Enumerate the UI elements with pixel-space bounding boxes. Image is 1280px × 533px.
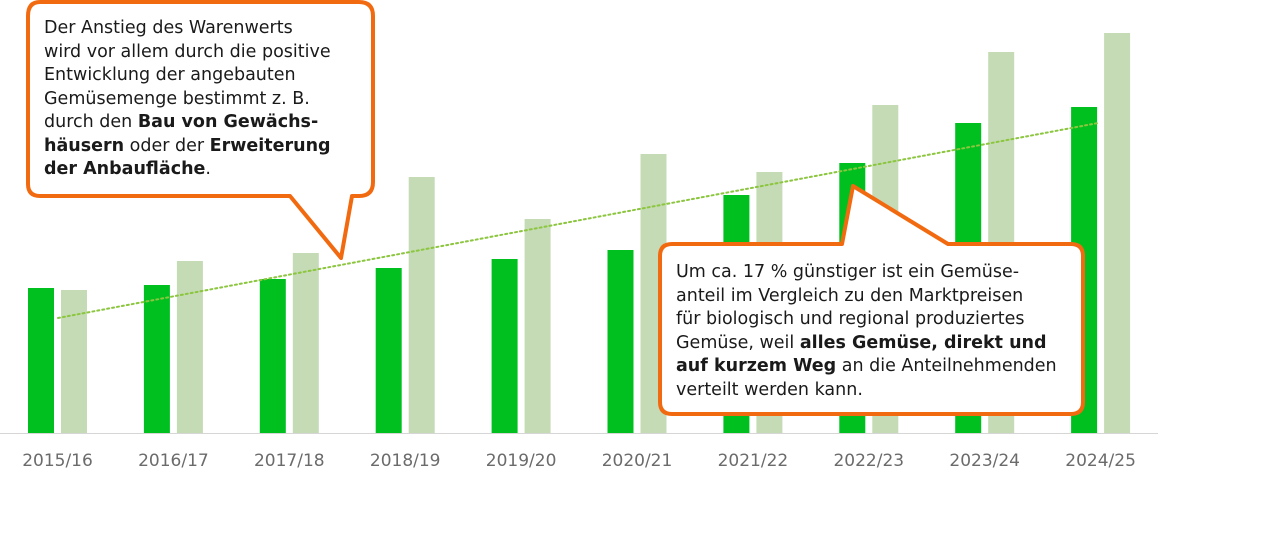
x-tick-label: 2024/25	[1065, 451, 1136, 471]
bar-series-1-2017-18	[259, 279, 286, 433]
x-tick-label: 2016/17	[138, 451, 209, 471]
trend-line	[57, 122, 1099, 319]
callout-text-2: Um ca. 17 % günstiger ist ein Gemüse- an…	[676, 261, 1076, 402]
note-1-line-3: Entwicklung der angebauten	[44, 65, 296, 85]
note-2-bold-1: alles Gemüse, direkt und	[799, 332, 1047, 353]
note-2-seg-7: an die Anteilnehmenden	[836, 356, 1057, 376]
note-1-bold-2: häusern	[44, 135, 125, 156]
x-tick-label: 2022/23	[833, 451, 904, 471]
x-tick-label: 2019/20	[486, 451, 557, 471]
x-tick-label: 2020/21	[602, 451, 673, 471]
bar-series-1-2016-17	[143, 285, 170, 433]
note-2-line-6: verteilt werden kann.	[676, 379, 863, 400]
x-tick-label: 2018/19	[370, 451, 441, 471]
note-1-bold-3: Erweiterung	[209, 135, 331, 156]
note-2-line-2: anteil im Vergleich zu den Marktpreisen	[676, 285, 1024, 306]
x-tick-label: 2015/16	[22, 451, 93, 471]
note-1-line-4: Gemüsemenge bestimmt z. B.	[44, 88, 310, 109]
bar-series-1-2018-19	[375, 268, 402, 433]
note-2-bold-2: auf kurzem Weg	[676, 356, 837, 376]
note-2-seg-4: Gemüse, weil	[676, 332, 800, 353]
note-1-bold-1: Bau von Gewächs-	[137, 112, 319, 132]
bar-series-2-2016-17	[176, 261, 203, 433]
bar-series-1-2019-20	[491, 259, 518, 433]
note-2-line-3: für biologisch und regional produziertes	[676, 309, 1025, 329]
note-1-line-1: Der Anstieg des Warenwerts	[44, 18, 293, 38]
bar-series-2-2015-16	[61, 290, 87, 433]
callout-box-2	[658, 184, 1085, 416]
note-1-seg-11: .	[205, 159, 211, 179]
note-1-seg-8: oder der	[124, 135, 210, 156]
bar-series-2-2019-20	[524, 219, 551, 433]
note-1-bold-4: der Anbaufläche	[44, 159, 206, 179]
note-2-line-1: Um ca. 17 % günstiger ist ein Gemüse-	[676, 262, 1020, 282]
bar-series-2-2024-25	[1104, 33, 1131, 433]
x-tick-label: 2023/24	[949, 451, 1020, 471]
x-tick-label: 2021/22	[718, 451, 789, 471]
bar-series-1-2020-21	[607, 250, 634, 433]
x-tick-label: 2017/18	[254, 451, 325, 471]
note-1-seg-5: durch den	[44, 112, 138, 132]
callout-box-1	[26, 0, 375, 260]
note-1-line-2: wird vor allem durch die positive	[44, 41, 331, 62]
x-axis-tick-labels: 2015/16 2016/17 2017/18 2018/19 2019/20 2020/…	[22, 451, 1136, 471]
callout-text-1: Der Anstieg des Warenwerts wird vor alle…	[44, 17, 364, 182]
bar-series-1-2015-16	[28, 288, 54, 433]
bar-series-2-2017-18	[292, 253, 319, 433]
bar-series-2-2018-19	[408, 177, 435, 433]
